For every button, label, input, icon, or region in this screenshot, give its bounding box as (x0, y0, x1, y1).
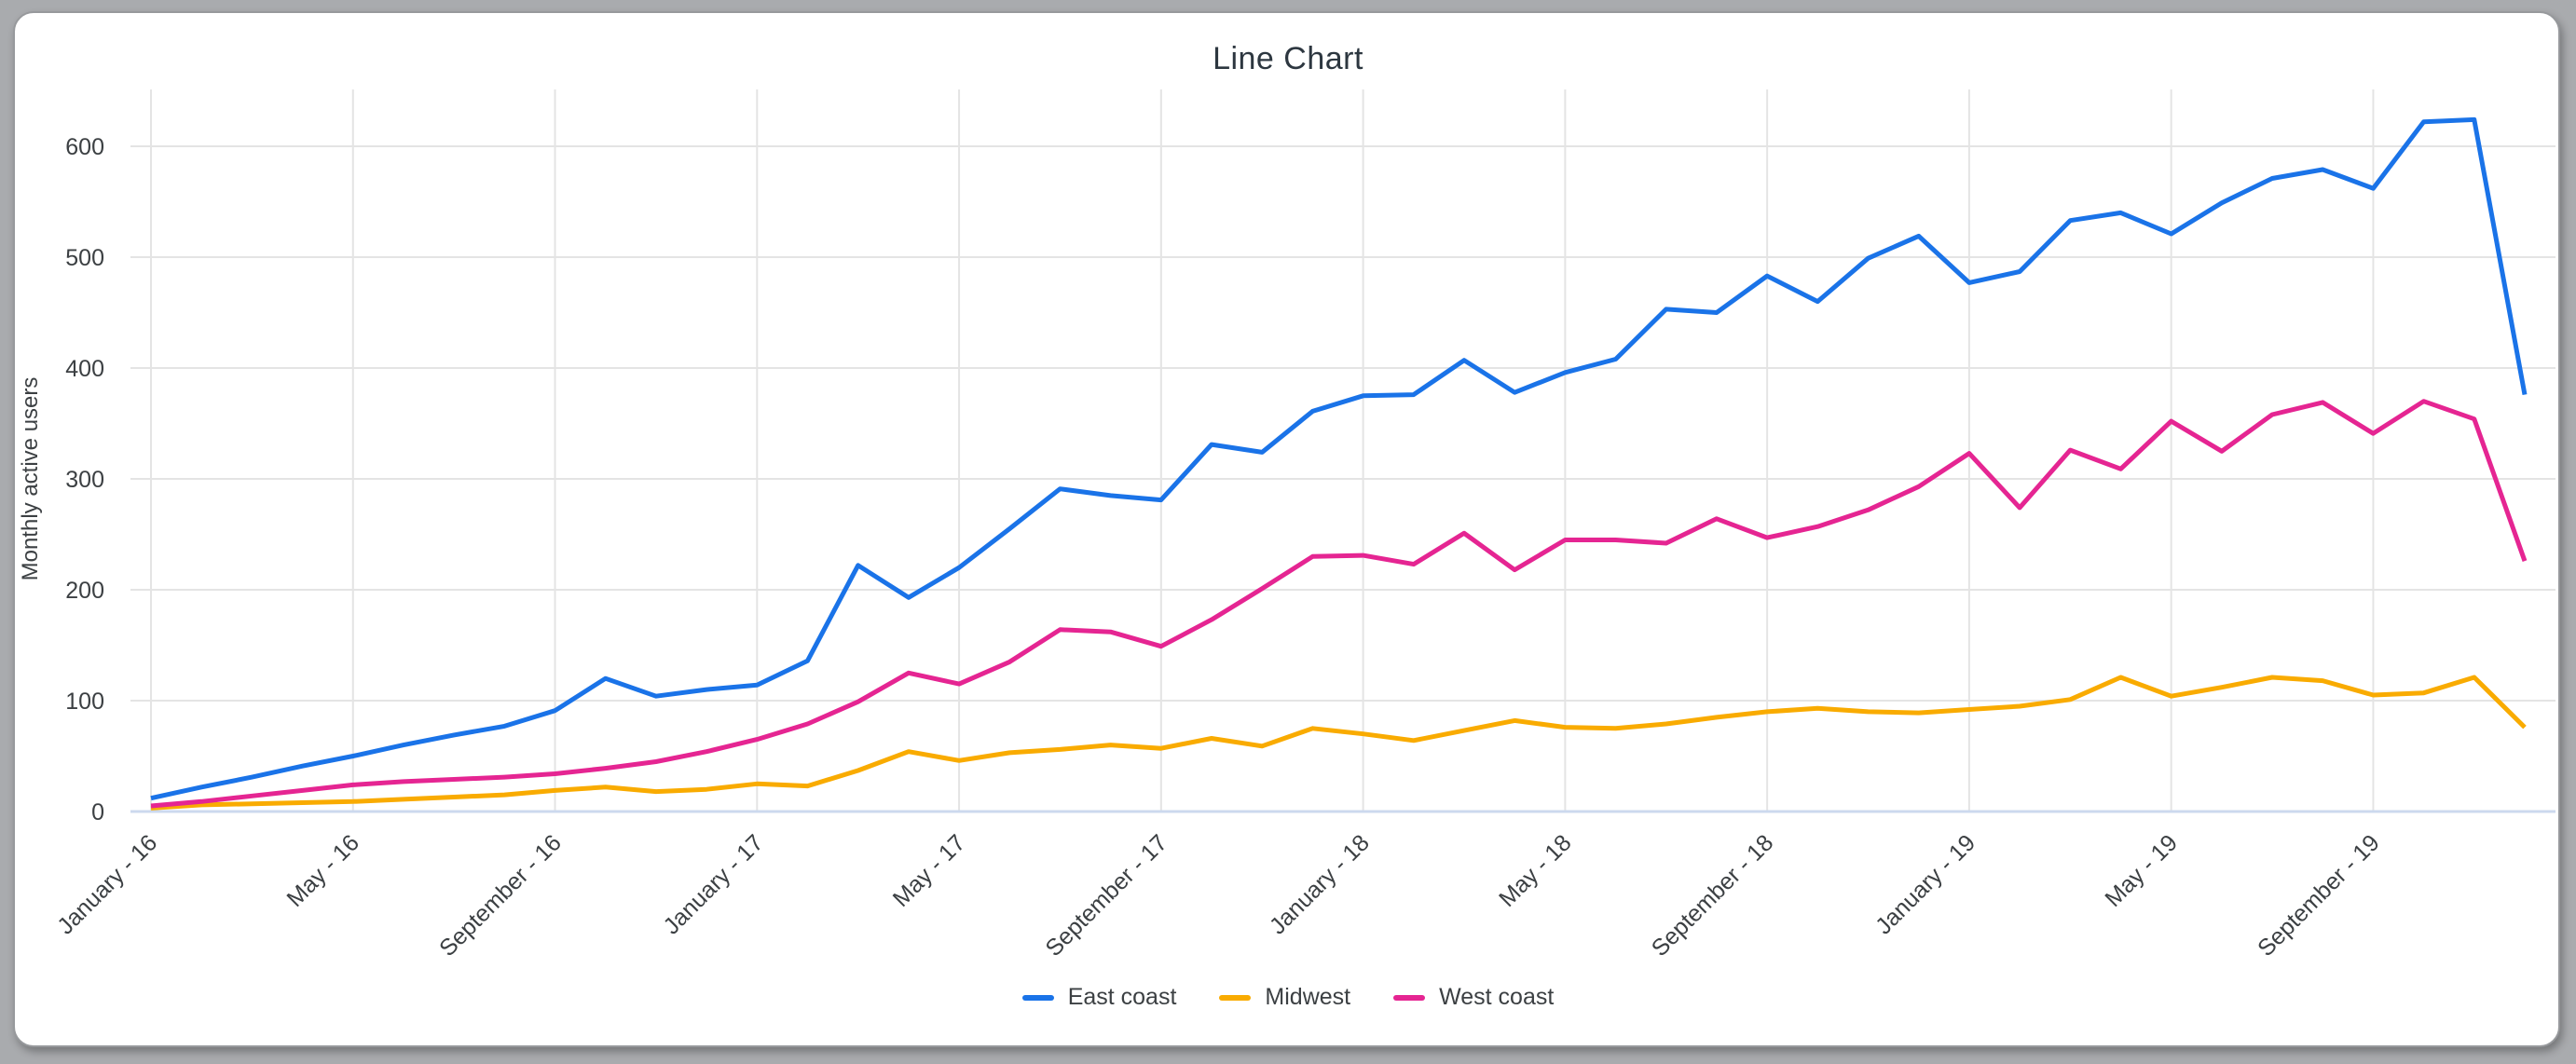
data-series-lines (150, 116, 2528, 811)
x-tick-label: May - 17 (888, 829, 971, 912)
y-tick-label: 300 (65, 467, 104, 493)
x-tick-label: January - 18 (1265, 829, 1375, 939)
y-axis-title: Monthly active users (18, 377, 43, 581)
x-tick-label: September - 17 (1040, 829, 1172, 962)
east-coast-line-swatch-icon (1021, 994, 1054, 1001)
series-line-midwest (150, 675, 2527, 811)
x-tick-label: May - 16 (281, 829, 364, 912)
series-line-east-coast (150, 116, 2528, 801)
west-coast-line-swatch-icon (1393, 994, 1426, 1001)
legend-label: East coast (1067, 984, 1177, 1010)
chart-title: Line Chart (1213, 41, 1363, 76)
y-tick-label: 0 (91, 799, 104, 825)
y-tick-label: 200 (65, 578, 104, 604)
x-tick-label: September - 19 (2253, 829, 2385, 962)
legend-item-midwest: Midwest (1219, 984, 1350, 1011)
y-tick-label: 500 (65, 245, 104, 271)
x-tick-label: September - 18 (1647, 829, 1779, 962)
y-tick-label: 100 (65, 689, 104, 715)
y-axis-tick-labels: 0 100 200 300 400 500 600 (65, 134, 104, 825)
legend: East coast Midwest West coast (0, 984, 2576, 1011)
x-axis-tick-labels: January - 16 May - 16 September - 16 Januar… (52, 829, 2384, 962)
x-tick-label: January - 19 (1870, 829, 1980, 939)
x-tick-label: January - 16 (52, 829, 162, 939)
x-tick-label: January - 17 (658, 829, 768, 939)
y-tick-label: 600 (65, 134, 104, 160)
chart-card (13, 11, 2560, 1047)
series-line-west-coast (150, 399, 2528, 809)
legend-label: West coast (1439, 984, 1555, 1010)
legend-item-east-coast: East coast (1021, 984, 1177, 1011)
gridlines (130, 89, 2555, 812)
x-tick-label: September - 16 (434, 829, 567, 962)
midwest-line-swatch-icon (1219, 994, 1252, 1001)
y-tick-label: 400 (65, 356, 104, 382)
legend-item-west-coast: West coast (1393, 984, 1554, 1011)
x-tick-label: May - 18 (1494, 829, 1577, 912)
legend-label: Midwest (1265, 984, 1351, 1010)
x-tick-label: May - 19 (2100, 829, 2183, 912)
